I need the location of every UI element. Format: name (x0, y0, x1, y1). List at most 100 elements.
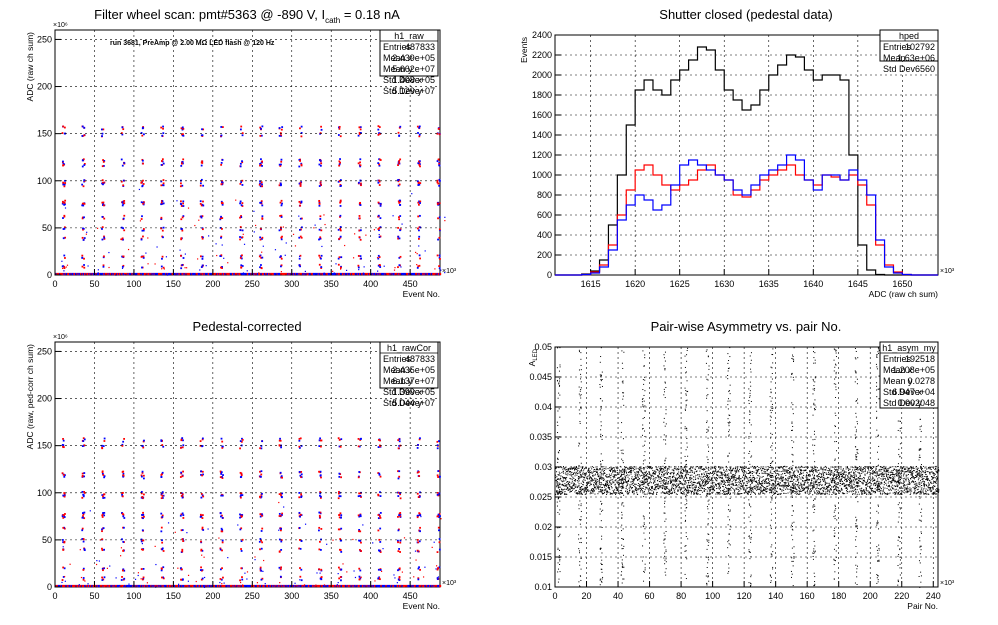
data-point (716, 471, 718, 473)
data-point (696, 490, 698, 492)
data-point (160, 180, 163, 183)
data-point (141, 578, 144, 581)
data-point (627, 492, 629, 494)
data-point (101, 494, 104, 496)
data-point (74, 584, 76, 588)
data-point (573, 482, 575, 484)
data-point (605, 475, 607, 477)
data-point (140, 540, 143, 543)
data-point (320, 162, 323, 165)
data-point (126, 272, 128, 276)
data-point (221, 180, 224, 183)
data-point (103, 255, 105, 258)
data-point (140, 181, 143, 184)
data-point (663, 477, 665, 479)
data-point (122, 238, 124, 241)
data-point (659, 467, 661, 469)
data-point (397, 528, 400, 531)
data-point (153, 272, 155, 276)
data-point (657, 488, 659, 490)
data-point (126, 584, 128, 588)
data-point (715, 468, 717, 470)
data-point (332, 270, 334, 272)
data-point (181, 492, 184, 495)
data-point (681, 469, 683, 471)
data-point (715, 483, 717, 485)
data-point (337, 573, 339, 575)
data-point (239, 272, 241, 276)
data-point (357, 437, 360, 440)
data-point (721, 471, 723, 473)
data-point (705, 481, 707, 483)
data-point (583, 476, 585, 478)
data-point (361, 584, 363, 588)
data-point (560, 478, 562, 480)
data-point (584, 486, 586, 488)
data-point (358, 567, 361, 570)
data-point (121, 237, 124, 240)
data-point (566, 476, 568, 478)
data-point (150, 584, 152, 588)
data-point (219, 218, 222, 221)
data-point (343, 272, 345, 276)
data-point (225, 584, 227, 588)
data-point (62, 201, 65, 204)
data-point (417, 584, 420, 588)
data-point (585, 491, 587, 493)
data-point (685, 488, 687, 490)
data-point (359, 238, 362, 241)
data-point (682, 469, 684, 471)
data-point (102, 445, 105, 447)
data-point (418, 203, 420, 206)
data-point (162, 584, 165, 588)
data-point (287, 584, 290, 588)
data-point (57, 584, 59, 588)
data-point (608, 487, 610, 489)
data-point (62, 439, 65, 442)
data-point (201, 437, 204, 440)
data-point (278, 550, 281, 553)
data-point (699, 470, 701, 472)
data-point (317, 584, 320, 588)
data-point (317, 272, 320, 276)
data-point (281, 476, 283, 479)
data-point (590, 480, 592, 482)
data-point (677, 468, 679, 470)
data-point (729, 488, 731, 490)
data-point (346, 584, 349, 588)
data-point (676, 480, 678, 482)
data-point (280, 271, 283, 273)
data-point (726, 479, 728, 481)
data-point (419, 530, 421, 533)
data-point (608, 485, 610, 487)
data-point (247, 272, 249, 276)
data-point (434, 584, 436, 588)
data-point (649, 473, 651, 475)
data-point (240, 215, 242, 217)
data-point (203, 584, 205, 588)
data-point (174, 531, 176, 533)
data-point (576, 466, 578, 468)
data-point (379, 272, 381, 276)
data-point (160, 497, 163, 500)
data-point (66, 584, 68, 588)
data-point (318, 526, 321, 529)
data-point (82, 204, 85, 207)
data-point (643, 483, 645, 485)
data-point (576, 474, 578, 476)
data-point (180, 272, 182, 276)
data-point (648, 471, 650, 473)
data-point (339, 179, 342, 181)
data-point (239, 579, 241, 582)
data-point (680, 488, 682, 490)
data-point (214, 272, 216, 276)
data-point (645, 470, 647, 472)
data-point (165, 272, 167, 276)
data-point (201, 584, 203, 588)
data-point (637, 479, 639, 481)
data-point (711, 488, 713, 490)
data-point (59, 584, 62, 588)
data-point (89, 510, 91, 512)
data-point (160, 160, 163, 162)
data-point (690, 487, 692, 489)
